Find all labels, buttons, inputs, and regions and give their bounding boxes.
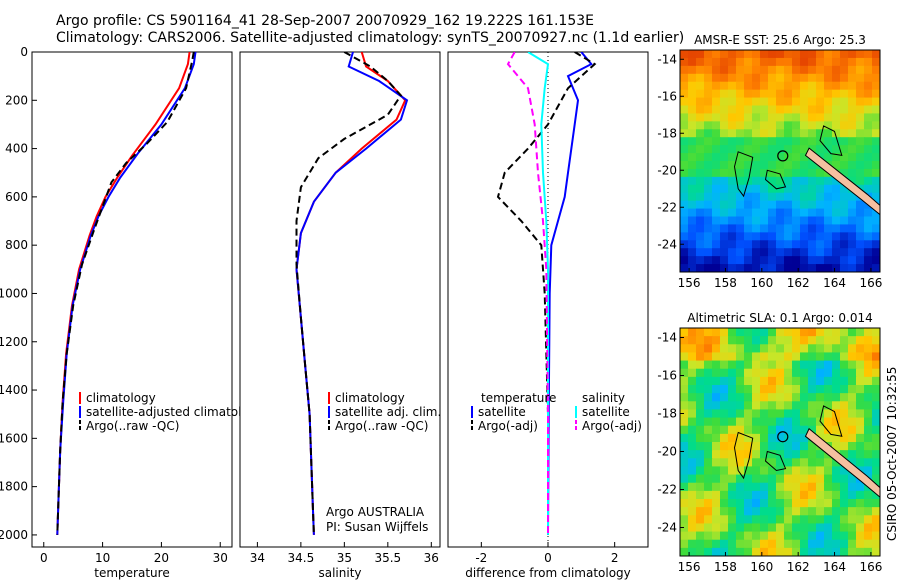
x-axis-label: temperature (94, 566, 169, 580)
map-y-tick-label: -24 (657, 237, 677, 251)
reef-outline (764, 169, 787, 190)
map-title: AMSR-E SST: 25.6 Argo: 25.3 (694, 33, 866, 47)
map-y-tick-label: -14 (657, 52, 677, 66)
map-x-tick-label: 162 (787, 560, 810, 574)
series-line (56, 52, 195, 535)
series-line (547, 52, 593, 535)
plot-frame (31, 51, 233, 548)
legend-entry: climatology (335, 391, 405, 405)
map-y-tick-label: -14 (657, 331, 677, 345)
map-x-tick-label: 158 (714, 276, 737, 290)
map-frame (679, 327, 881, 557)
legend-entry: climatology (86, 391, 156, 405)
x-tick-label: 36 (424, 551, 439, 565)
x-tick-label: 20 (154, 551, 169, 565)
owner-line2: PI: Susan Wijffels (326, 520, 428, 534)
legend-entry: Argo(..raw -QC) (335, 419, 428, 433)
x-tick-label: -2 (475, 551, 487, 565)
legend-heading: salinity (582, 391, 625, 405)
x-tick-label: 34 (250, 551, 265, 565)
legend-entry: Argo(-adj) (478, 419, 538, 433)
y-tick-label: 2000 (0, 528, 28, 542)
x-tick-label: 30 (213, 551, 228, 565)
x-tick-label: 0 (544, 551, 552, 565)
reef-outline (819, 405, 843, 437)
x-tick-label: 0 (40, 551, 48, 565)
temperature-profile-panel: 0 10 20 30 0 200 400 600 800 1000 1200 1400 1600 1800… (0, 45, 264, 580)
legend-entry: satellite adj. clim. (335, 405, 441, 419)
reef-outline (733, 151, 754, 198)
y-tick-label: 400 (5, 142, 28, 156)
map-y-tick-label: -20 (657, 445, 677, 459)
owner-line1: Argo AUSTRALIA (326, 505, 425, 519)
x-axis-label: salinity (318, 566, 361, 580)
x-tick-label: 2 (611, 551, 619, 565)
reef-outline (819, 125, 843, 157)
map-x-tick-label: 160 (750, 276, 773, 290)
map-x-tick-label: 162 (787, 276, 810, 290)
map-y-tick-label: -16 (657, 89, 677, 103)
argo-location-marker (777, 431, 789, 443)
color-field (680, 50, 880, 272)
legend-entry: satellite-adjusted climatology (86, 405, 264, 419)
map-y-tick-label: -16 (657, 369, 677, 383)
sst-map-panel: AMSR-E SST: 25.6 Argo: 25.3 156 158 160 162 1… (657, 33, 882, 290)
salinity-profile-panel: 34 34.5 35 35.5 36 salinity climatologysatelli… (239, 51, 441, 580)
y-tick-label: 1200 (0, 335, 28, 349)
figure-title-line1: Argo profile: CS 5901164_41 28-Sep-2007 … (56, 13, 594, 29)
map-x-tick-label: 164 (823, 276, 846, 290)
y-tick-label: 1400 (0, 383, 28, 397)
map-x-tick-label: 166 (859, 560, 882, 574)
map-frame (679, 49, 881, 273)
map-y-tick-label: -18 (657, 126, 677, 140)
argo-location-marker (777, 150, 789, 162)
legend-entry: satellite (478, 405, 526, 419)
map-title: Altimetric SLA: 0.1 Argo: 0.014 (687, 311, 872, 325)
y-tick-label: 0 (20, 45, 28, 59)
x-axis-label: difference from climatology (465, 566, 631, 580)
map-y-tick-label: -22 (657, 200, 677, 214)
x-tick-label: 10 (95, 551, 110, 565)
map-y-tick-label: -20 (657, 163, 677, 177)
y-tick-label: 1000 (0, 286, 28, 300)
map-x-tick-label: 158 (714, 560, 737, 574)
map-x-tick-label: 156 (678, 276, 701, 290)
map-y-tick-label: -18 (657, 407, 677, 421)
reef-outline (764, 450, 787, 472)
color-field (680, 328, 880, 556)
reef-outline (733, 431, 754, 480)
x-tick-label: 35.5 (374, 551, 401, 565)
plot-frame (239, 51, 441, 548)
legend-entry: satellite (582, 405, 630, 419)
sla-map-panel: Altimetric SLA: 0.1 Argo: 0.014 156 158 160… (657, 311, 882, 574)
land-new-caledonia (804, 427, 880, 498)
map-x-tick-label: 160 (750, 560, 773, 574)
map-x-tick-label: 156 (678, 560, 701, 574)
series-line (295, 52, 403, 535)
x-tick-label: 34.5 (288, 551, 315, 565)
y-tick-label: 800 (5, 238, 28, 252)
figure-title-line2: Climatology: CARS2006. Satellite-adjuste… (56, 30, 684, 46)
land-new-caledonia (804, 147, 880, 216)
legend-entry: Argo(..raw -QC) (86, 419, 179, 433)
series-line (506, 52, 549, 535)
series-line (496, 52, 597, 535)
y-tick-label: 200 (5, 93, 28, 107)
map-x-tick-label: 166 (859, 276, 882, 290)
y-tick-label: 1600 (0, 431, 28, 445)
legend-heading: temperature (481, 391, 556, 405)
y-tick-label: 1800 (0, 480, 28, 494)
map-y-tick-label: -24 (657, 521, 677, 535)
map-y-tick-label: -22 (657, 483, 677, 497)
y-tick-label: 600 (5, 190, 28, 204)
x-tick-label: 35 (337, 551, 352, 565)
legend-entry: Argo(-adj) (582, 419, 642, 433)
map-x-tick-label: 164 (823, 560, 846, 574)
credit-text: CSIRO 05-Oct-2007 10:32:55 (885, 367, 899, 541)
